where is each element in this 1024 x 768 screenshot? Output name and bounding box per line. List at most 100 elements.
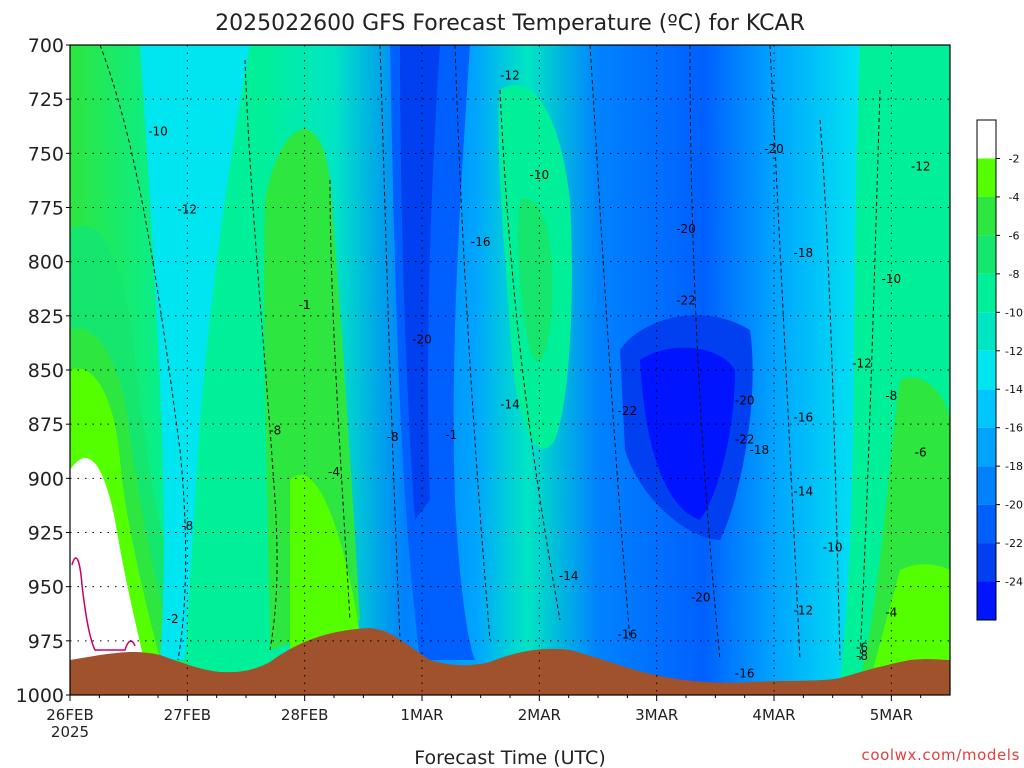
x-axis-label: Forecast Time (UTC): [414, 747, 605, 768]
contour-label: -8: [181, 519, 193, 533]
y-axis: 700 725 750 775 800 825 850 875 900 925 950 975 1000: [16, 35, 70, 707]
band-warm-2mar-core: [517, 198, 553, 361]
y-tick-label: 750: [28, 143, 64, 165]
x-tick-label: 27FEB: [164, 706, 211, 724]
y-tick-label: 800: [28, 252, 64, 274]
contour-label: -1: [445, 428, 457, 442]
y-tick-label: 900: [28, 468, 64, 490]
band-coldest-1mar: [400, 45, 440, 520]
contour-label: -10: [530, 168, 550, 182]
colorbar-label: -12: [1005, 345, 1023, 358]
contour-label: -20: [764, 142, 784, 156]
contour-label: -16: [471, 235, 491, 249]
contour-label: -22: [676, 294, 696, 308]
y-tick-label: 775: [28, 198, 64, 220]
colorbar-swatch: [977, 350, 996, 390]
freezing-line: [71, 557, 136, 651]
colorbar-label: -16: [1005, 422, 1023, 435]
colorbar-swatch: [977, 389, 996, 428]
contour-label: -8: [856, 649, 868, 663]
contour-label: -6: [915, 445, 927, 459]
colorbar-swatch: [977, 466, 996, 505]
contour-label: -4: [885, 606, 897, 620]
contour-label: -14: [559, 569, 579, 583]
contour-label: -8: [269, 424, 281, 438]
watermark: coolwx.com/models: [862, 746, 1021, 764]
contour-line: [589, 45, 631, 641]
contour-label: -12: [178, 203, 198, 217]
colorbar-swatch: [977, 504, 996, 544]
colorbar-swatch: [977, 273, 996, 313]
contour-labels: -10 -12 -8 -8 -2 -4 -8 -20 -16 -12 -10 -14 -1 -14 -16 -…: [148, 68, 930, 680]
x-tick-label: 5MAR: [870, 706, 913, 724]
chart-title: 2025022600 GFS Forecast Temperature (ºC)…: [215, 11, 805, 36]
contour-label: -12: [911, 159, 931, 173]
temperature-field: [70, 45, 950, 695]
band-minus2-low: [70, 458, 145, 670]
contour-label: -20: [691, 591, 711, 605]
colorbar-swatch: [977, 196, 996, 236]
contour-line: [244, 59, 278, 651]
contour-label: -14: [794, 484, 814, 498]
x-axis: 26FEB 27FEB 28FEB 1MAR 2MAR 3MAR 4MAR 5MAR: [46, 695, 922, 724]
band-warm-core: [290, 474, 360, 650]
colorbar-swatch: [977, 581, 996, 620]
x-year-label: 2025: [51, 723, 89, 741]
colorbar-swatch: [977, 427, 996, 467]
contour-label: -2: [167, 612, 179, 626]
contour-label: -20: [412, 333, 432, 347]
contour-label: -12: [794, 604, 814, 618]
contour-line: [769, 45, 801, 661]
contour-label: -16: [735, 666, 755, 680]
contour-label: -16: [794, 411, 814, 425]
contour-label: -8: [885, 389, 897, 403]
x-tick-label: 3MAR: [635, 706, 678, 724]
contour-label: -14: [500, 398, 520, 412]
contour-line: [454, 45, 491, 641]
x-tick-label: 28FEB: [281, 706, 328, 724]
y-tick-label: 825: [28, 306, 64, 328]
contour-line: [99, 45, 187, 661]
terrain: [70, 628, 950, 695]
contour-label: -6: [856, 640, 868, 654]
x-tick-label: 4MAR: [752, 706, 795, 724]
band-warm-column: [264, 129, 360, 651]
colorbar-swatch: [977, 543, 996, 582]
contour-label: -22: [618, 404, 638, 418]
contour-line: [859, 89, 881, 661]
y-tick-label: 850: [28, 360, 64, 382]
colorbar-label: -18: [1005, 460, 1023, 473]
contour-line: [499, 89, 561, 621]
x-tick-label: 2MAR: [518, 706, 561, 724]
colorbar-swatch: [977, 235, 996, 274]
contour-label: -8: [387, 430, 399, 444]
contour-label: -4: [328, 465, 340, 479]
contour-lines: [99, 45, 881, 661]
colorbar-label: -20: [1005, 499, 1023, 512]
colorbar: -2 -4 -6 -8 -10 -12 -14 -16 -18 -20 -22 -24: [976, 119, 1023, 621]
y-tick-label: 725: [28, 89, 64, 111]
band-warmest-right: [870, 564, 950, 680]
contour-line: [329, 179, 351, 621]
contour-label: -10: [882, 272, 902, 286]
contour-label: -1: [299, 298, 311, 312]
colorbar-label: -22: [1005, 537, 1023, 550]
y-tick-label: 700: [28, 35, 64, 57]
colorbar-label: -10: [1005, 306, 1023, 319]
y-tick-label: 925: [28, 523, 64, 545]
x-tick-label: 26FEB: [46, 706, 93, 724]
y-tick-label: 875: [28, 414, 64, 436]
colorbar-label: -6: [1009, 229, 1020, 242]
contour-line: [689, 45, 721, 661]
colorbar-swatch: [977, 158, 996, 197]
y-tick-label: 1000: [16, 685, 64, 707]
colorbar-frame: [976, 119, 997, 621]
colorbar-label: -14: [1005, 383, 1023, 396]
contour-label: -20: [735, 393, 755, 407]
contour-label: -16: [618, 627, 638, 641]
contour-label: -18: [750, 443, 770, 457]
colorbar-label: -24: [1005, 576, 1023, 589]
y-tick-label: 975: [28, 631, 64, 653]
contour-label: -12: [500, 68, 520, 82]
